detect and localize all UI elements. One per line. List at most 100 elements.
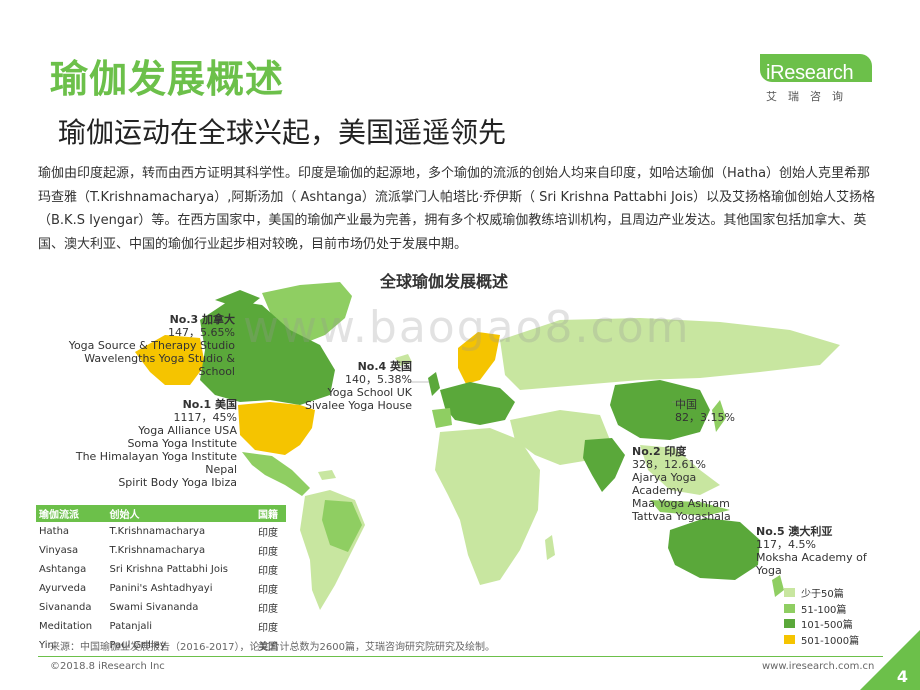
table-cell: Sivananda	[39, 602, 92, 613]
map-uk	[428, 372, 440, 396]
map-india	[583, 438, 625, 492]
map-canada	[200, 300, 335, 405]
table-row: Ayurveda Panini's Ashtadhyayi 印度	[36, 579, 286, 598]
table-row: Ashtanga Sri Krishna Pattabhi Jois 印度	[36, 560, 286, 579]
label-canada-school-3: School	[198, 365, 235, 378]
legend-label: 51-100篇	[801, 604, 847, 616]
label-china: 中国 82，3.15%	[675, 398, 765, 424]
map-iceland	[395, 354, 412, 366]
map-australia	[668, 518, 760, 580]
map-madagascar	[545, 535, 555, 560]
label-india: No.2 印度 328，12.61% Ajarya Yoga Academy M…	[632, 445, 752, 523]
logo-subtext: 艾瑞咨询	[766, 90, 854, 103]
table-row: Vinyasa T.Krishnamacharya 印度	[36, 541, 286, 560]
label-uk-school-1: Yoga School UK	[327, 386, 413, 399]
label-australia: No.5 澳大利亚 117，4.5% Moksha Academy of Yog…	[756, 525, 881, 577]
label-usa-rank: No.1 美国	[182, 398, 237, 411]
page-title: 瑜伽发展概述	[50, 57, 285, 101]
map-mexico	[242, 452, 310, 496]
table-cell: Paul Grilley	[109, 640, 166, 651]
yoga-origin-table: 瑜伽流派 创始人 国籍 Hatha T.Krishnamacharya 印度 Vin…	[36, 505, 286, 655]
website-link[interactable]: www.iresearch.com.cn	[762, 661, 875, 672]
table-header-row: 瑜伽流派 创始人 国籍	[36, 505, 286, 522]
label-india-rank: No.2 印度	[632, 445, 687, 458]
label-india-school-3: Maa Yoga Ashram	[632, 497, 730, 510]
table-cell: 印度	[257, 528, 278, 539]
label-canada-school-1: Yoga Source & Therapy Studio	[68, 339, 235, 352]
map-europe	[440, 382, 515, 425]
legend-label: 101-500篇	[801, 620, 853, 632]
source-note: 来源：中国瑜伽业发展报告（2016-2017），论文合计总数为2600篇，艾瑞咨…	[50, 642, 495, 653]
map-brazil	[322, 500, 362, 552]
label-usa-school-3: The Himalayan Yoga Institute	[75, 450, 237, 463]
label-australia-school-1: Moksha Academy of	[756, 551, 867, 564]
table-cell: Swami Sivananda	[109, 602, 199, 613]
map-africa	[435, 428, 540, 585]
watermark-text: www.baogao8.com	[243, 302, 691, 353]
page-subtitle: 瑜伽运动在全球兴起，美国遥遥领先	[58, 116, 507, 149]
map-scandinavia	[458, 332, 500, 384]
logo-badge: iResearch	[760, 54, 872, 84]
map-canada-islands	[215, 290, 260, 310]
table-cell: Patanjali	[109, 621, 153, 632]
table-header-nationality: 国籍	[254, 505, 286, 522]
map-new-zealand	[772, 575, 784, 597]
table-cell: 印度	[257, 566, 278, 577]
table-row: Hatha T.Krishnamacharya 印度	[36, 522, 286, 541]
table-row: Meditation Patanjali 印度	[36, 617, 286, 636]
map-usa	[238, 402, 315, 455]
table-cell: Sri Krishna Pattabhi Jois	[109, 564, 228, 575]
label-usa-school-4: Nepal	[205, 463, 237, 476]
label-usa-school-2: Soma Yoga Institute	[127, 437, 237, 450]
footer-divider	[38, 656, 883, 657]
table-header-founder: 创始人	[106, 505, 255, 522]
label-usa-value: 1117，45%	[173, 411, 237, 424]
intro-paragraph: 瑜伽由印度起源，转而由西方证明其科学性。印度是瑜伽的起源地，多个瑜伽的流派的创始…	[38, 166, 876, 252]
legend-label: 501-1000篇	[801, 635, 860, 647]
label-australia-value: 117，4.5%	[756, 538, 816, 551]
table-cell: Vinyasa	[39, 545, 79, 556]
table-cell: 印度	[257, 604, 278, 615]
iresearch-logo: iResearch 艾瑞咨询	[760, 48, 872, 108]
label-usa-school-5: Spirit Body Yoga Ibiza	[118, 476, 237, 489]
table-cell: Ayurveda	[39, 583, 87, 594]
legend-item: 51-100篇	[784, 601, 859, 617]
label-china-value: 82，3.15%	[675, 411, 735, 424]
map-china	[610, 380, 710, 440]
label-uk-rank: No.4 英国	[357, 360, 412, 373]
label-usa-school-1: Yoga Alliance USA	[138, 424, 237, 437]
legend-swatch	[784, 619, 795, 629]
legend-item: 501-1000篇	[784, 632, 859, 648]
legend-swatch	[784, 603, 795, 613]
table-cell: 印度	[257, 547, 278, 558]
table-cell: Meditation	[39, 621, 93, 632]
label-canada-school-2: Wavelengths Yoga Studio &	[84, 352, 235, 365]
copyright-text: ©2018.8 iResearch Inc	[50, 661, 165, 672]
label-usa: No.1 美国 1117，45% Yoga Alliance USA Soma …	[40, 398, 237, 489]
table-row: Yin Paul Grilley 美国	[36, 636, 286, 655]
map-iberia	[432, 408, 452, 428]
table-cell: Ashtanga	[39, 564, 87, 575]
table-cell: Panini's Ashtadhyayi	[109, 583, 213, 594]
map-se-asia	[640, 445, 720, 495]
page-number: 4	[896, 667, 908, 686]
table-cell: T.Krishnamacharya	[109, 545, 206, 556]
legend-swatch	[784, 588, 795, 598]
table-cell: 印度	[257, 623, 278, 634]
label-india-value: 328，12.61%	[632, 458, 706, 471]
table-header-style: 瑜伽流派	[36, 505, 107, 522]
map-alaska	[135, 335, 205, 385]
label-india-school-4: Tattvaa Yogashala	[632, 510, 731, 523]
label-uk-school-2: Sivalee Yoga House	[304, 399, 412, 412]
map-indonesia	[650, 500, 730, 516]
label-canada: No.3 加拿大 147，5.65% Yoga Source & Therapy…	[40, 313, 235, 378]
legend-swatch	[784, 634, 795, 644]
label-china-name: 中国	[675, 398, 697, 411]
map-japan	[712, 400, 726, 432]
table-cell: T.Krishnamacharya	[109, 526, 206, 537]
label-uk-value: 140，5.38%	[345, 373, 412, 386]
chart-title: 全球瑜伽发展概述	[380, 272, 509, 291]
label-uk: No.4 英国 140，5.38% Yoga School UK Sivalee…	[300, 360, 412, 412]
legend-item: 少于50篇	[784, 585, 859, 601]
